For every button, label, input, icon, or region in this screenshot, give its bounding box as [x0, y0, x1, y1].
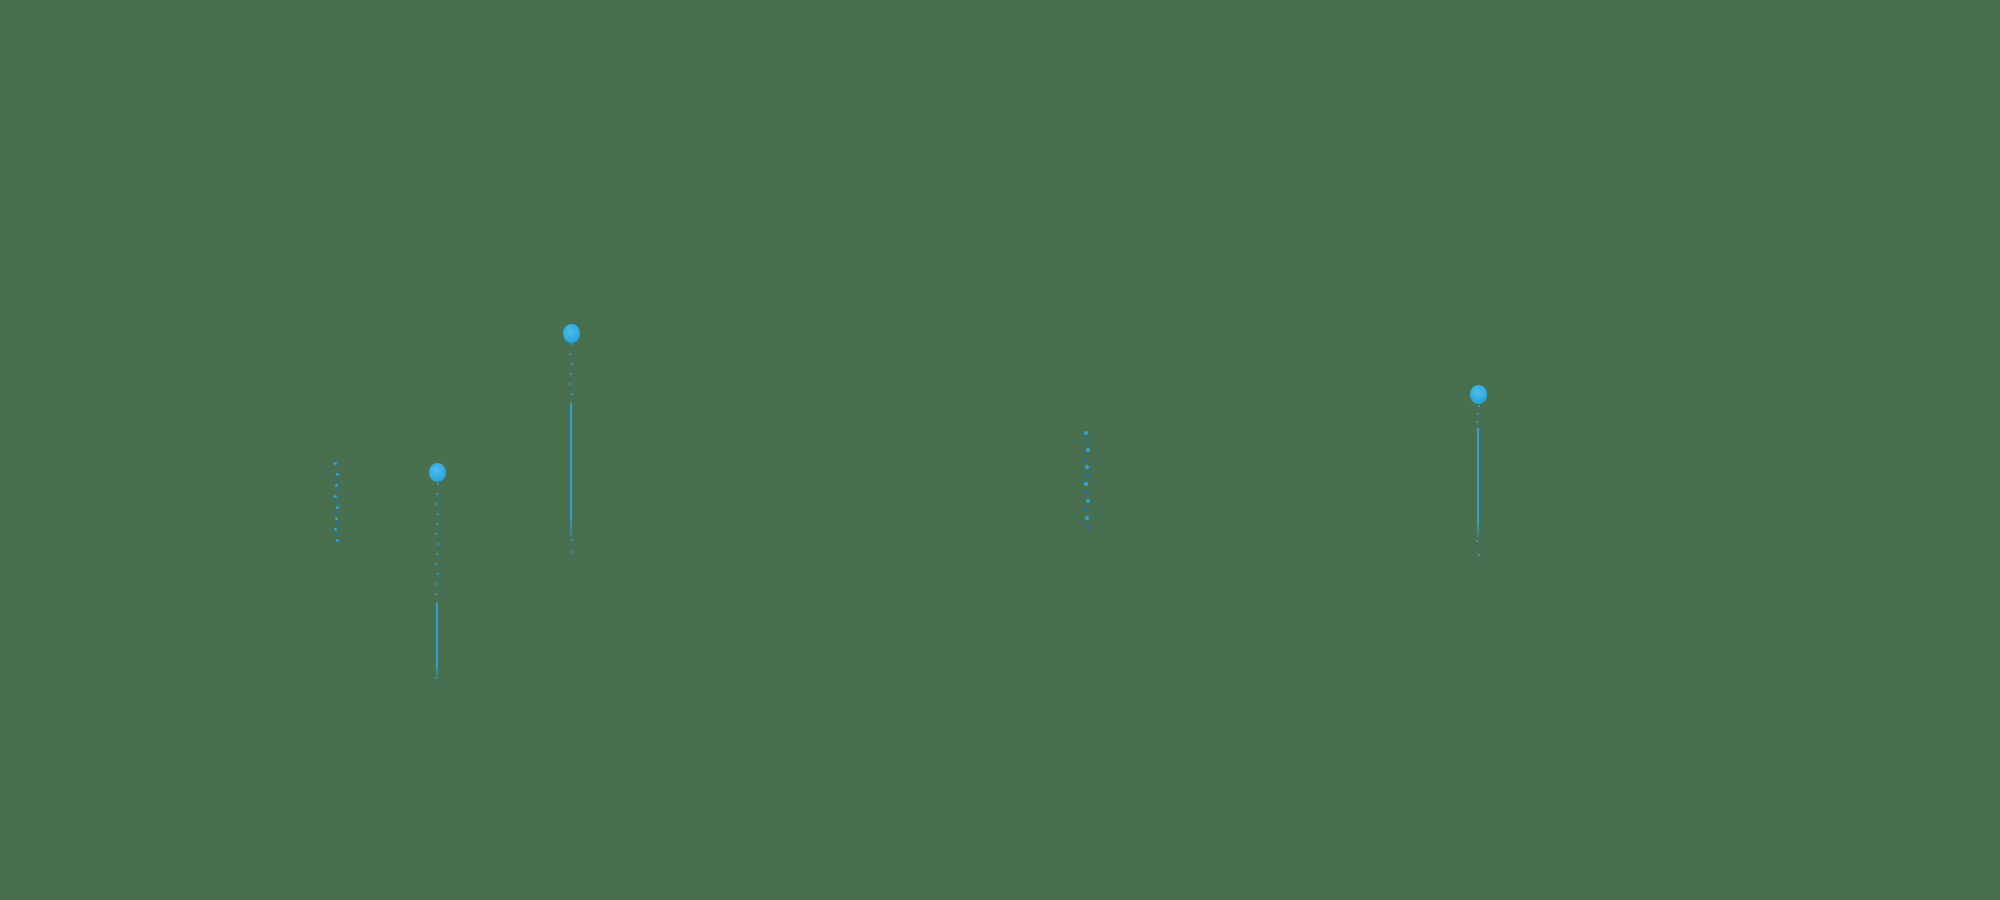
trail-dot	[1478, 417, 1480, 419]
trail-dot	[333, 511, 337, 514]
trail-dot	[435, 677, 437, 679]
particle-head-icon	[562, 323, 580, 343]
trail-dot	[1086, 524, 1090, 529]
trail-dot	[1086, 448, 1090, 452]
trail-dot	[436, 538, 438, 540]
trail-dot	[1478, 405, 1480, 407]
trail-dot	[1477, 425, 1479, 427]
trail-dot	[437, 513, 439, 515]
trail-dot	[335, 522, 339, 525]
trail-dot	[571, 363, 573, 365]
trail-dot	[436, 553, 438, 555]
trail-dot	[334, 483, 338, 487]
trail-dot	[1477, 413, 1479, 415]
trail-dot	[437, 483, 439, 485]
trail-dot	[1085, 490, 1089, 495]
trail-dot	[569, 353, 571, 355]
particle-head-icon	[428, 462, 446, 482]
trail-dot	[436, 598, 438, 600]
trail-dot	[437, 573, 439, 575]
trail-dot	[437, 498, 439, 500]
trail-dot	[437, 588, 439, 590]
trail-dot	[1476, 540, 1478, 542]
trail-dot	[436, 508, 438, 510]
trail-dot	[1084, 482, 1088, 486]
trail-dot	[334, 467, 338, 470]
trail-dot	[570, 551, 572, 553]
trail-dot	[1086, 499, 1090, 503]
trail-dot	[1476, 409, 1478, 411]
trail-dot	[570, 388, 572, 390]
trail-dot	[1084, 431, 1088, 435]
trail-dot	[569, 383, 571, 385]
trail-line	[436, 603, 438, 676]
trail-dot	[1084, 456, 1088, 461]
trail-dot	[571, 378, 573, 380]
trail-dot	[435, 548, 437, 550]
trail-dot	[1085, 465, 1089, 469]
trail-dot	[435, 593, 437, 595]
trail-dot	[570, 358, 572, 360]
trail-dot	[333, 494, 337, 498]
trail-line	[570, 404, 572, 537]
trail-dot	[1477, 547, 1479, 549]
particle-head-icon	[1469, 384, 1487, 404]
trail-dot	[333, 461, 337, 465]
trail-dot	[334, 533, 338, 536]
trail-dot	[435, 518, 437, 520]
trail-dot	[1476, 421, 1478, 423]
trail-dot	[1084, 507, 1088, 512]
trail-dot	[569, 545, 571, 547]
trail-dot	[436, 568, 438, 570]
trail-dot	[437, 528, 439, 530]
trail-dot	[571, 539, 573, 541]
trail-dot	[435, 488, 437, 490]
trail-line	[1477, 428, 1479, 537]
trail-dot	[436, 523, 438, 525]
trail-dot	[571, 393, 573, 395]
trail-dot	[334, 500, 338, 503]
trail-dot	[436, 583, 438, 585]
trail-dot	[334, 516, 338, 520]
trail-dot	[435, 503, 437, 505]
trail-dot	[1085, 439, 1089, 444]
trail-dot	[435, 578, 437, 580]
trail-dot	[335, 472, 339, 476]
trail-dot	[333, 527, 337, 531]
trail-dot	[436, 681, 438, 683]
trail-dot	[1476, 561, 1478, 563]
trail-dot	[571, 348, 573, 350]
trail-dot	[333, 478, 337, 481]
trail-dot	[335, 489, 339, 492]
trail-dot	[435, 563, 437, 565]
trail-dot	[437, 558, 439, 560]
trail-dot	[569, 398, 571, 400]
trail-dot	[435, 533, 437, 535]
trail-dot	[335, 538, 339, 542]
trail-dot	[437, 543, 439, 545]
trail-dot	[570, 343, 572, 345]
trail-dot	[1086, 473, 1090, 478]
trail-dot	[569, 368, 571, 370]
trail-dot	[335, 505, 339, 509]
trail-dot	[436, 493, 438, 495]
trail-dot	[1478, 554, 1480, 556]
trail-dot	[1085, 516, 1089, 520]
trail-dot	[570, 373, 572, 375]
